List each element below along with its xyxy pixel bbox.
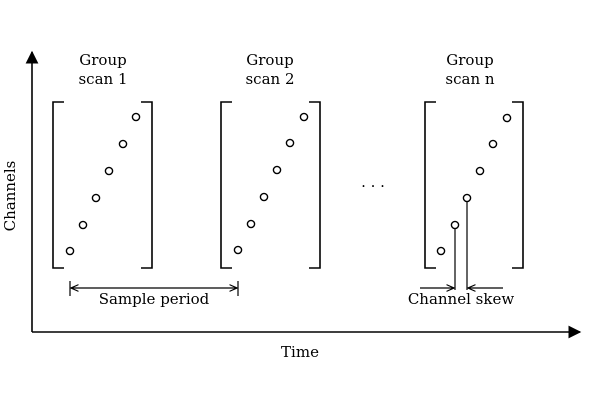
sample-point <box>462 193 472 203</box>
sample-point <box>272 165 282 175</box>
group-scan-2: Group scan 2 <box>220 51 321 269</box>
sample-point <box>299 112 309 122</box>
sample-point <box>246 219 256 229</box>
sample-point <box>488 139 498 149</box>
x-axis-label: Time <box>281 343 319 361</box>
group-title-line2: scan 2 <box>245 70 294 88</box>
sample-point <box>233 245 243 255</box>
sample-point <box>450 220 460 230</box>
group-title-line2: scan n <box>445 70 494 88</box>
right-bracket <box>141 101 153 269</box>
right-bracket <box>512 101 524 269</box>
sample-point <box>285 138 295 148</box>
sample-point <box>91 193 101 203</box>
sample-period-label: Sample period <box>99 290 210 308</box>
ellipsis: . . . <box>361 173 385 191</box>
sample-point <box>104 166 114 176</box>
sample-point <box>475 166 485 176</box>
sample-point <box>118 139 128 149</box>
group-title-line2: scan 1 <box>78 70 127 88</box>
left-bracket <box>220 101 232 269</box>
group-title-line1: Group <box>446 51 493 69</box>
channel-skew-dimension: Channel skew <box>408 202 515 308</box>
y-axis-label: Channels <box>1 161 19 232</box>
sample-period-dimension: Sample period <box>69 281 239 308</box>
group-scan-1: Group scan 1 <box>52 51 153 269</box>
sample-point <box>65 246 75 256</box>
sample-point <box>131 112 141 122</box>
group-title-line1: Group <box>246 51 293 69</box>
right-bracket <box>309 101 321 269</box>
channel-skew-label: Channel skew <box>408 290 515 308</box>
sample-point <box>436 246 446 256</box>
sample-point <box>78 220 88 230</box>
group-title-line1: Group <box>79 51 126 69</box>
left-bracket <box>52 101 64 269</box>
sample-point <box>259 192 269 202</box>
sample-point <box>502 113 512 123</box>
left-bracket <box>424 101 436 269</box>
group-scan-n: Group scan n <box>424 51 524 269</box>
